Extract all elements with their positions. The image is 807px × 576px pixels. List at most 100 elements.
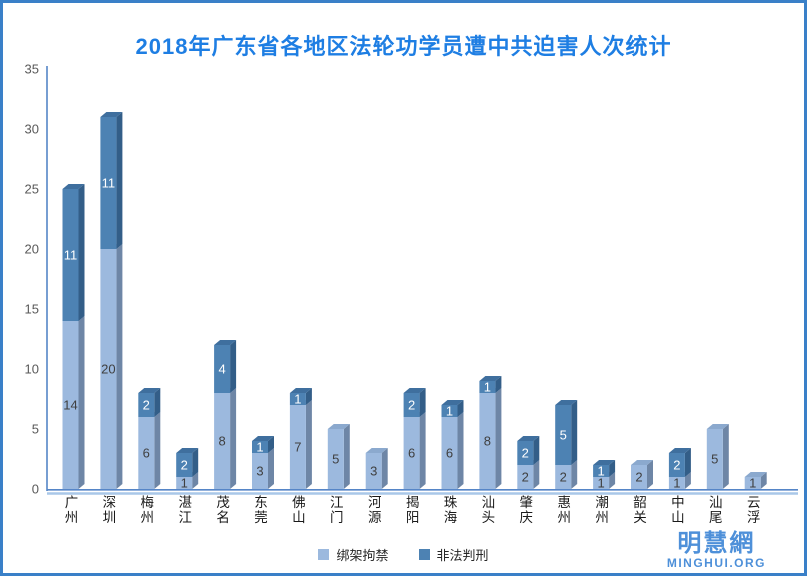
bar-dark-front <box>176 453 193 477</box>
bar-dark-top <box>100 112 123 117</box>
value-label-light: 1 <box>673 476 680 491</box>
bar-dark-side <box>419 388 426 417</box>
value-label-dark: 1 <box>294 392 301 407</box>
y-tick-label: 10 <box>25 362 39 377</box>
bar-dark-top <box>138 388 161 393</box>
value-label-light: 14 <box>63 398 77 413</box>
x-category-label: 梅 <box>141 495 155 510</box>
x-category-label: 江 <box>178 510 192 525</box>
x-category-label: 尾 <box>709 510 723 525</box>
value-label-light: 3 <box>256 464 263 479</box>
bar-dark-top <box>289 388 312 393</box>
bar-chart-plot: 051015202530351411广州2011深圳62梅州12湛江84茂名31… <box>25 62 798 525</box>
bar-light-side <box>533 460 540 489</box>
x-category-label: 江 <box>330 495 344 510</box>
x-category-label: 山 <box>292 510 306 525</box>
bar-dark-front <box>517 441 534 465</box>
x-category-label: 茂 <box>216 494 230 510</box>
x-category-label: 广 <box>65 495 79 510</box>
value-label-dark: 1 <box>484 380 491 395</box>
bar-dark-front <box>668 453 685 477</box>
x-category-label: 庆 <box>520 510 534 525</box>
bar-light-front <box>479 393 496 489</box>
bar-dark-top <box>517 436 540 441</box>
bar-light-side <box>457 412 464 489</box>
watermark-site: MINGHUI.ORG <box>666 556 766 571</box>
x-category-label: 韶 <box>633 495 647 510</box>
bar-dark-top <box>403 388 426 393</box>
x-category-label: 惠 <box>557 495 571 510</box>
bar-dark-front <box>403 393 420 417</box>
x-category-label: 浮 <box>747 510 761 525</box>
value-label-dark: 1 <box>597 464 604 479</box>
value-label-light: 6 <box>408 446 415 461</box>
chart-legend: 绑架拘禁 非法判刑 <box>3 545 804 564</box>
x-category-label: 汕 <box>709 495 723 510</box>
legend-label-detention: 绑架拘禁 <box>336 548 389 563</box>
x-category-label: 汕 <box>482 495 496 510</box>
y-tick-label: 25 <box>25 182 39 197</box>
value-label-light: 2 <box>522 470 529 485</box>
value-label-light: 20 <box>101 362 115 377</box>
y-tick-label: 5 <box>32 422 39 437</box>
y-tick-label: 30 <box>25 122 39 137</box>
bar-light-side <box>268 448 274 489</box>
bar-light-front <box>252 453 268 489</box>
value-label-light: 5 <box>711 452 718 467</box>
bar-dark-top <box>214 340 237 345</box>
y-tick-label: 15 <box>25 302 39 317</box>
bar-dark-front <box>593 465 610 477</box>
bar-light-side <box>192 472 199 489</box>
x-category-label: 深 <box>103 495 117 510</box>
bar-dark-front <box>289 393 306 405</box>
legend-label-sentencing: 非法判刑 <box>436 548 489 563</box>
bar-dark-top <box>668 448 691 453</box>
bar-light-front <box>441 417 458 489</box>
bar-light-front <box>100 249 117 489</box>
bar-dark-side <box>305 388 312 405</box>
bar-light-front <box>327 429 344 489</box>
x-category-label: 湛 <box>178 495 192 510</box>
x-category-label: 肇 <box>520 495 534 510</box>
legend-swatch-sentencing <box>418 549 430 560</box>
value-label-light: 5 <box>332 452 339 467</box>
bar-light-side <box>647 460 653 489</box>
bar-dark-side <box>268 436 274 453</box>
bar-dark-side <box>457 400 464 417</box>
legend-item-detention: 绑架拘禁 <box>318 545 389 564</box>
bar-light-side <box>116 244 123 489</box>
x-category-label: 州 <box>65 510 79 525</box>
bar-light-front <box>176 477 193 489</box>
x-category-label: 莞 <box>254 510 268 525</box>
x-category-label: 圳 <box>103 510 117 525</box>
bar-light-front <box>289 405 306 489</box>
y-tick-label: 0 <box>32 482 39 497</box>
x-category-label: 佛 <box>292 495 306 510</box>
bar-dark-side <box>154 388 161 417</box>
value-label-dark: 2 <box>181 458 188 473</box>
value-label-light: 2 <box>635 470 642 485</box>
bar-dark-side <box>571 400 578 465</box>
x-category-label: 山 <box>671 510 685 525</box>
bar-dark-front <box>555 405 572 465</box>
bar-light-front <box>744 477 761 489</box>
x-category-label: 河 <box>368 495 382 510</box>
bar-light-top <box>706 424 729 429</box>
bar-light-top <box>744 472 767 477</box>
bar-dark-side <box>230 340 237 393</box>
value-label-dark: 11 <box>64 248 78 263</box>
y-tick-label: 20 <box>25 242 39 257</box>
value-label-dark: 1 <box>256 440 263 455</box>
value-label-light: 1 <box>597 476 604 491</box>
bar-dark-side <box>495 376 502 393</box>
x-category-label: 关 <box>633 510 647 525</box>
bar-light-front <box>555 465 572 489</box>
bar-light-front <box>706 429 723 489</box>
bar-light-side <box>343 424 350 489</box>
bar-dark-top <box>62 184 85 189</box>
x-category-label: 珠 <box>444 495 458 510</box>
x-category-label: 云 <box>747 495 761 510</box>
x-category-label: 东 <box>254 495 268 510</box>
x-category-label: 州 <box>141 510 155 525</box>
value-label-dark: 1 <box>446 404 453 419</box>
